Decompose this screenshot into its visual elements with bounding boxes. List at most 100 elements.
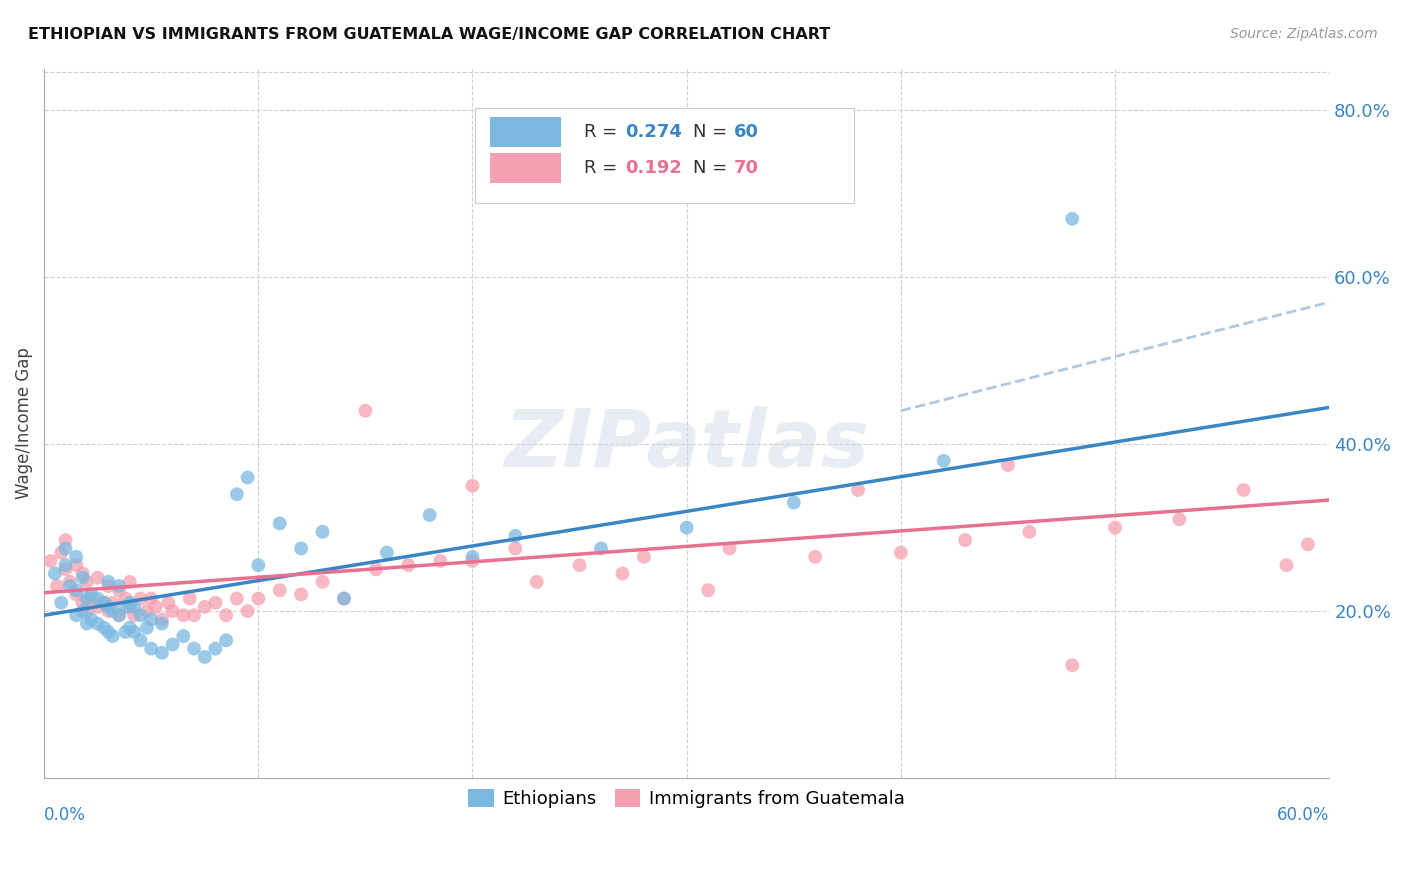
Point (86, 571, 108, 585)
Point (236, 604, 259, 618)
Point (290, 541, 312, 556)
Text: 70: 70 (734, 159, 759, 177)
Point (1168, 512, 1191, 526)
Point (953, 533, 976, 548)
Point (461, 479, 484, 493)
Point (172, 629, 194, 643)
Point (129, 591, 152, 606)
FancyBboxPatch shape (475, 108, 853, 203)
Point (1062, 658, 1084, 673)
Point (150, 646, 173, 660)
Point (122, 599, 145, 614)
Point (236, 470, 259, 484)
Point (135, 604, 157, 618)
Point (80, 591, 103, 606)
Point (97, 574, 120, 589)
Point (333, 591, 356, 606)
Point (114, 599, 136, 614)
Point (129, 608, 152, 623)
Point (1232, 483, 1254, 497)
Point (150, 612, 173, 626)
Point (150, 616, 173, 631)
Point (135, 621, 157, 635)
Text: N =: N = (693, 159, 733, 177)
Point (505, 529, 527, 543)
Text: ZIPatlas: ZIPatlas (505, 406, 869, 483)
Text: Source: ZipAtlas.com: Source: ZipAtlas.com (1230, 27, 1378, 41)
Point (225, 487, 247, 501)
Point (179, 591, 201, 606)
Point (108, 608, 131, 623)
Point (80, 612, 103, 626)
Point (72, 596, 94, 610)
Point (55, 558, 77, 573)
Point (93, 621, 115, 635)
Point (354, 403, 377, 417)
Point (1104, 520, 1126, 534)
Point (783, 495, 806, 509)
Point (51, 596, 73, 610)
Point (55, 533, 77, 548)
Point (612, 566, 634, 581)
Point (118, 599, 141, 614)
Point (118, 596, 141, 610)
Text: R =: R = (583, 123, 623, 141)
Text: 0.192: 0.192 (626, 159, 682, 177)
Point (461, 549, 484, 564)
Point (108, 579, 131, 593)
Point (122, 608, 145, 623)
Point (72, 604, 94, 618)
Point (396, 558, 419, 573)
Point (333, 591, 356, 606)
Point (39, 554, 62, 568)
Point (86, 591, 108, 606)
Point (568, 558, 591, 573)
Point (108, 608, 131, 623)
Point (51, 546, 73, 560)
Point (162, 604, 184, 618)
Point (311, 524, 333, 539)
Legend: Ethiopians, Immigrants from Guatemala: Ethiopians, Immigrants from Guatemala (461, 781, 912, 815)
Point (269, 583, 291, 598)
Point (65, 583, 87, 598)
Point (72, 566, 94, 581)
Point (366, 562, 388, 576)
Point (97, 599, 120, 614)
Point (114, 591, 136, 606)
Point (118, 621, 141, 635)
Point (269, 516, 291, 531)
Text: N =: N = (693, 123, 733, 141)
Point (375, 546, 398, 560)
Point (44, 566, 66, 581)
Point (59, 579, 82, 593)
Point (1018, 524, 1040, 539)
Point (429, 554, 451, 568)
Point (76, 591, 98, 606)
Point (997, 458, 1019, 472)
Point (215, 633, 238, 648)
Text: 60: 60 (734, 123, 759, 141)
Point (183, 608, 205, 623)
Point (55, 541, 77, 556)
Point (97, 624, 120, 639)
Point (589, 541, 612, 556)
Point (141, 591, 163, 606)
Point (86, 616, 108, 631)
Point (101, 604, 124, 618)
Point (1296, 537, 1319, 551)
Point (101, 629, 124, 643)
Point (526, 574, 548, 589)
Text: 0.274: 0.274 (626, 123, 682, 141)
Point (194, 599, 217, 614)
FancyBboxPatch shape (491, 153, 561, 183)
Point (204, 596, 226, 610)
Point (93, 596, 115, 610)
Point (505, 541, 527, 556)
Point (804, 549, 827, 564)
Point (204, 641, 226, 656)
Point (718, 541, 741, 556)
Point (215, 608, 238, 623)
Text: ETHIOPIAN VS IMMIGRANTS FROM GUATEMALA WAGE/INCOME GAP CORRELATION CHART: ETHIOPIAN VS IMMIGRANTS FROM GUATEMALA W… (28, 27, 831, 42)
Point (129, 633, 152, 648)
Point (65, 587, 87, 601)
